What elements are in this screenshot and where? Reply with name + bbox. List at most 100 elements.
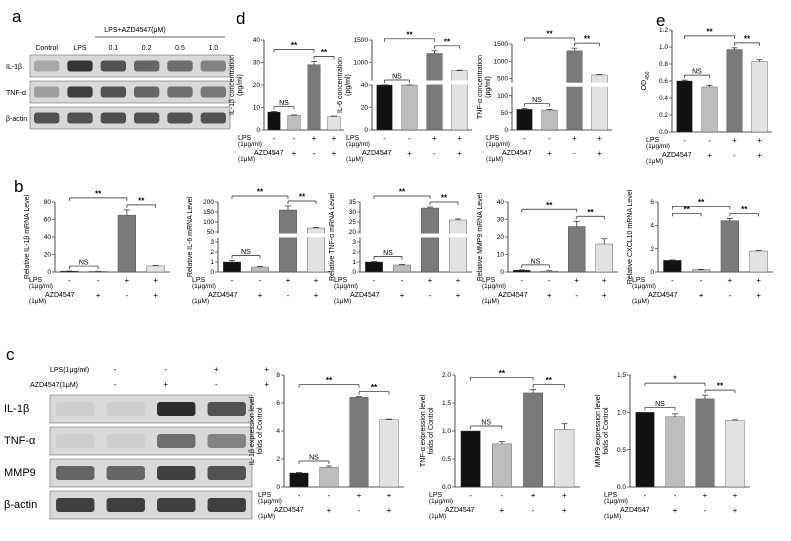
cond-lps-sign: + (602, 276, 607, 285)
bar (460, 430, 481, 488)
cond-lps-label: LPS (646, 137, 660, 144)
y-axis-label: (pg/ml) (237, 74, 244, 96)
y-tick-label: 40 (497, 199, 505, 206)
blot-band (207, 498, 246, 512)
cond-lps-sign: - (259, 276, 262, 285)
sig-label: ** (441, 194, 448, 203)
blot-band (67, 60, 93, 72)
y-tick-label: 1.2 (659, 27, 668, 34)
cond-lps-sign: + (286, 276, 291, 285)
blot-band (100, 112, 126, 124)
sig-label: NS (79, 260, 89, 267)
bar (287, 115, 301, 131)
y-tick-label: 0.6 (659, 78, 668, 85)
y-axis-label: IL-1β expression level (249, 396, 256, 465)
cond-azd-sign: + (457, 149, 462, 158)
sig-label: NS (392, 73, 402, 80)
western-blot-a: LPS+AZD4547(μM) IL-1β TNF-α β-actin Control… (6, 27, 231, 130)
blot-band (134, 60, 160, 72)
blot-c-lps-sign: - (164, 365, 167, 374)
y-tick-label: 20 (349, 229, 357, 236)
bar (365, 261, 383, 273)
y-tick-label: 40 (253, 37, 261, 44)
y-axis-label: folds of Control (603, 407, 610, 455)
blot-row-label: IL-1β (6, 64, 22, 71)
bar (720, 220, 739, 273)
blot-c-lps-label: LPS(1μg/ml) (50, 367, 89, 374)
cond-azd-label: AZD4547 (208, 292, 238, 299)
cond-lps-sign: - (708, 136, 711, 145)
bar (695, 398, 715, 488)
y-tick-label: 60 (44, 217, 52, 224)
blot-band (157, 402, 196, 416)
sig-label: NS (532, 97, 542, 104)
bar (393, 264, 411, 273)
cond-azd-sign: - (523, 149, 526, 158)
cond-azd-sign: - (520, 291, 523, 300)
cond-lps-unit: (1μg/ml) (646, 143, 670, 150)
blot-band (67, 112, 93, 124)
y-tick-label: 0.0 (442, 484, 451, 491)
sig-label: ** (698, 198, 705, 207)
cond-lps-sign: - (644, 491, 647, 500)
sig-label: * (673, 375, 677, 384)
cond-lps-label: LPS (632, 277, 646, 284)
cond-azd-label: AZD4547 (274, 507, 304, 514)
y-tick-label: 0 (256, 127, 260, 134)
cond-azd-sign: + (500, 506, 505, 515)
cond-lps-sign: + (728, 276, 733, 285)
cond-lps-sign: - (273, 134, 276, 143)
bar (541, 109, 558, 131)
panel-e-letter: e (656, 11, 665, 30)
cond-lps-sign: - (231, 276, 234, 285)
cond-lps-label: LPS (346, 135, 360, 142)
y-tick-label: 0.5 (442, 456, 451, 463)
blot-c-azd-sign: + (264, 380, 269, 389)
cond-azd-unit: (1μM) (238, 156, 255, 163)
bar (523, 392, 544, 488)
y-axis-label: TNF-α concentration (477, 55, 484, 119)
y-tick-label: 20 (44, 252, 52, 259)
blot-row-label: β-actin (6, 116, 27, 123)
sig-label: ** (546, 201, 553, 210)
cond-azd-unit: (1μM) (604, 513, 621, 520)
bar (568, 226, 586, 273)
cond-lps-unit: (1μg/ml) (334, 283, 358, 290)
chart-b4-mmp9-mrna: 0 10 20 30 40 Relative MMP9 mRNA Level NS ** ** L… (477, 192, 618, 305)
panel-a-letter: a (12, 7, 22, 26)
y-tick-label: 80 (44, 199, 52, 206)
y-tick-label: 2 (650, 246, 654, 253)
bar (726, 49, 743, 133)
cond-lps-sign: + (125, 276, 130, 285)
blot-band (207, 466, 246, 480)
bar (117, 214, 136, 273)
cond-lps-label: LPS (604, 492, 618, 499)
y-tick-label: 3 (352, 239, 356, 246)
blot-c-lps-sign: + (264, 365, 269, 374)
cond-azd-sign: + (756, 291, 761, 300)
y-tick-label: 0.0 (617, 484, 626, 491)
y-axis-label: Relative MMP9 mRNA Level (477, 192, 484, 281)
chart-e-od450: 0.0 0.2 0.4 0.6 0.8 1.0 1.2 OD450 NS ** ** LPS(1μg/… (641, 27, 772, 165)
chart-d2-il6-concentration: 0 20 40 1000 1500 IL-6 concentration (pg/ml) NS… (337, 30, 474, 163)
cond-azd-sign: + (547, 149, 552, 158)
cond-lps-sign: + (428, 276, 433, 285)
cond-azd-sign: - (683, 151, 686, 160)
sig-label: NS (383, 250, 393, 257)
blot-band (167, 112, 193, 124)
cond-lps-label: LPS (192, 277, 206, 284)
y-tick-label: 0 (276, 484, 280, 491)
sig-label: ** (321, 48, 328, 57)
cond-azd-unit: (1μM) (482, 298, 499, 305)
cond-azd-sign: + (407, 149, 412, 158)
y-tick-label: 1500 (354, 37, 369, 44)
y-axis-label: Relative IL-1β mRNA Level (24, 194, 31, 279)
sig-label: ** (406, 30, 413, 39)
cond-azd-sign: - (704, 506, 707, 515)
cond-lps-sign: - (700, 276, 703, 285)
y-tick-label: 1.0 (617, 410, 626, 417)
blot-strip (29, 80, 231, 104)
y-tick-label: 1500 (494, 41, 509, 48)
cond-lps-sign: - (373, 276, 376, 285)
bar (449, 219, 467, 273)
